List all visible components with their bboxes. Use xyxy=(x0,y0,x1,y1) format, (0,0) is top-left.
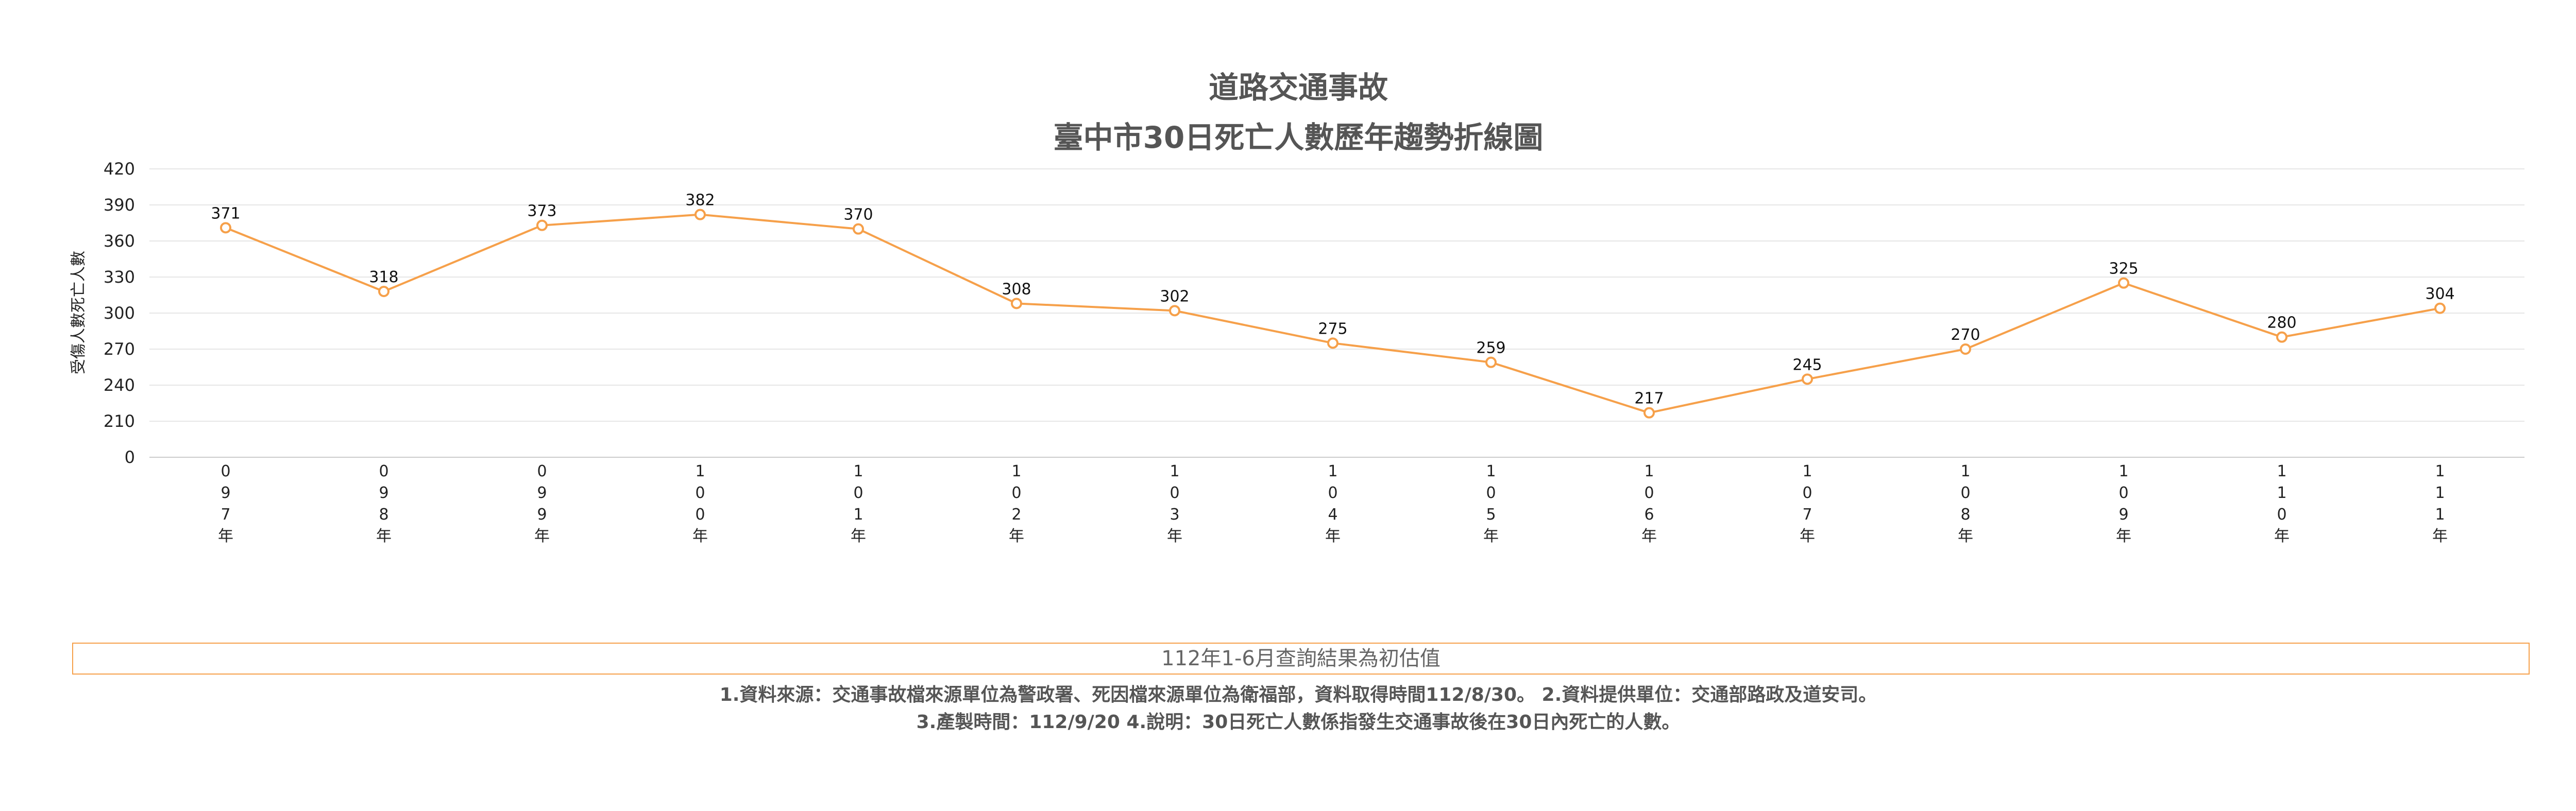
data-labels: 371 318 373 382 370 308 302 275 259 217 245 270 325 2… xyxy=(211,192,2454,408)
data-label: 382 xyxy=(685,192,715,210)
data-point xyxy=(1485,356,1497,368)
y-tick-label: 420 xyxy=(104,159,135,179)
chart-subtitle: 臺中市30日死亡人數歷年趨勢折線圖 xyxy=(1053,120,1544,155)
estimate-note: 112年1-6月查詢結果為初估值 xyxy=(72,643,2530,675)
data-point xyxy=(2276,331,2287,343)
series-line xyxy=(225,213,2441,414)
data-label: 245 xyxy=(1792,356,1822,374)
chart-title: 道路交通事故 xyxy=(1208,70,1388,105)
data-label: 308 xyxy=(1002,280,1031,298)
data-label: 302 xyxy=(1160,287,1189,305)
y-tick-label: 210 xyxy=(104,411,135,431)
y-tick-label: 330 xyxy=(104,267,135,287)
footnote-source: 1.資料來源：交通事故檔來源單位為警政署、死因檔來源單位為衛福部，資料取得時間1… xyxy=(719,684,1877,705)
y-tick-label: 270 xyxy=(104,339,135,359)
data-point xyxy=(2118,277,2129,289)
data-label: 259 xyxy=(1476,339,1505,357)
data-point xyxy=(853,223,864,235)
data-point xyxy=(1327,337,1338,349)
data-point xyxy=(536,219,548,231)
footnote-explanation: 3.產製時間：112/9/20 4.說明：30日死亡人數係指發生交通事故後在30… xyxy=(916,712,1681,733)
data-label: 217 xyxy=(1634,390,1664,408)
data-points xyxy=(220,209,2446,419)
x-axis-ticks: 0 9 7 年 0 9 8 年 0 9 9 年 1 0 0 年 1 0 1 年 1 0 2 年 1 0 3 年 1 0 4 年 1 0 5 年 1 0 6 年… xyxy=(218,462,2448,545)
data-point xyxy=(1643,407,1655,419)
data-label: 371 xyxy=(211,204,240,222)
data-label: 275 xyxy=(1318,320,1347,338)
data-label: 370 xyxy=(843,206,873,224)
y-tick-label: 390 xyxy=(104,195,135,215)
data-label: 318 xyxy=(369,268,398,286)
data-label: 325 xyxy=(2109,260,2138,278)
y-tick-label: 300 xyxy=(104,303,135,323)
data-label: 373 xyxy=(527,202,556,220)
y-tick-label: 240 xyxy=(104,375,135,395)
data-point xyxy=(220,222,231,234)
data-label: 280 xyxy=(2267,314,2296,332)
data-point xyxy=(694,209,706,220)
data-label: 304 xyxy=(2425,285,2454,303)
data-point xyxy=(378,286,389,297)
data-point xyxy=(1960,343,1971,355)
y-axis-ticks: 0 210 240 270 300 330 360 390 420 xyxy=(104,159,135,467)
y-tick-label: 0 xyxy=(125,447,135,467)
data-point xyxy=(1802,373,1813,385)
y-tick-label: 360 xyxy=(104,231,135,251)
data-point xyxy=(1169,305,1180,317)
data-point xyxy=(2434,302,2446,314)
y-axis-label: 受傷人數死亡人數 xyxy=(70,251,88,374)
grid-lines xyxy=(149,168,2524,458)
data-point xyxy=(1011,298,1022,309)
data-label: 270 xyxy=(1951,326,1980,344)
line-chart: 0 210 240 270 300 330 360 390 420 0 9 7 年 0 9 8 年 0 9 9 年 1 0… xyxy=(70,159,2524,545)
